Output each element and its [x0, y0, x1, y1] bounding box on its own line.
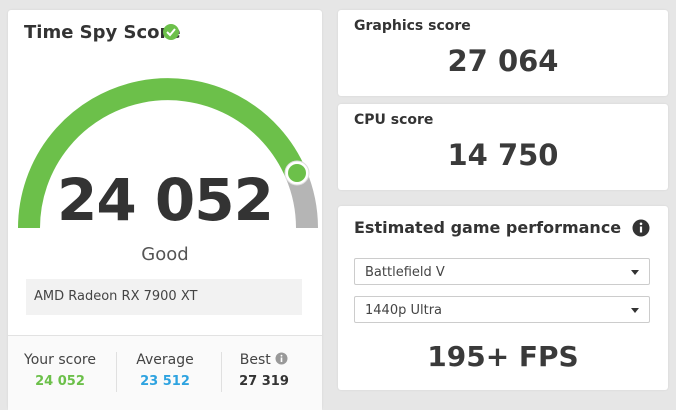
- game-select-text: Battlefield V: [365, 265, 445, 280]
- check-icon: [163, 24, 179, 40]
- setting-select[interactable]: 1440p Ultra: [354, 296, 650, 323]
- stat-label: Best: [212, 352, 316, 368]
- cpu-value: 14 750: [447, 138, 559, 172]
- graphics-label: Graphics score: [354, 18, 471, 34]
- stat-label: Your score: [24, 352, 96, 368]
- dropdown-arrow: [631, 308, 639, 313]
- dropdown-arrow: [631, 270, 639, 275]
- score-rating: Good: [141, 244, 189, 265]
- stat-value: 23 512: [140, 374, 190, 389]
- game-title: Estimated game performance: [354, 218, 622, 237]
- score-title: Time Spy Score: [24, 22, 181, 43]
- graphics-card: Graphics score 27 064: [338, 10, 668, 96]
- divider: [8, 335, 322, 336]
- stats-row: Your score 24 052 Average 23 512 Best 27…: [8, 336, 322, 410]
- gauge-knob-dot: [288, 164, 306, 182]
- stat-best: Best 27 319: [212, 336, 316, 389]
- fps-value: 195+ FPS: [427, 340, 579, 373]
- stat-label: Average: [136, 352, 194, 368]
- stat-label-text: Best: [239, 352, 271, 368]
- gpu-name: AMD Radeon RX 7900 XT: [26, 279, 302, 315]
- stat-divider: [221, 352, 222, 392]
- gauge-fill: [18, 78, 307, 229]
- game-select[interactable]: Battlefield V: [354, 258, 650, 285]
- stat-average: Average 23 512: [113, 336, 217, 389]
- score-gauge: [18, 78, 318, 229]
- game-card: Estimated game performance Battlefield V…: [338, 206, 668, 390]
- info-icon[interactable]: [632, 219, 650, 237]
- cpu-label: CPU score: [354, 112, 434, 128]
- stat-divider: [116, 352, 117, 392]
- setting-select-text: 1440p Ultra: [365, 303, 443, 318]
- stat-value: 24 052: [35, 374, 85, 389]
- stat-your: Your score 24 052: [8, 336, 112, 389]
- cpu-card: CPU score 14 750: [338, 104, 668, 190]
- graphics-value: 27 064: [447, 44, 559, 78]
- stat-value: 27 319: [239, 374, 289, 389]
- score-value: 24 052: [57, 166, 274, 234]
- info-icon[interactable]: [275, 352, 288, 365]
- score-card: Time Spy Score 24 052 Good AMD Radeon RX…: [8, 10, 322, 410]
